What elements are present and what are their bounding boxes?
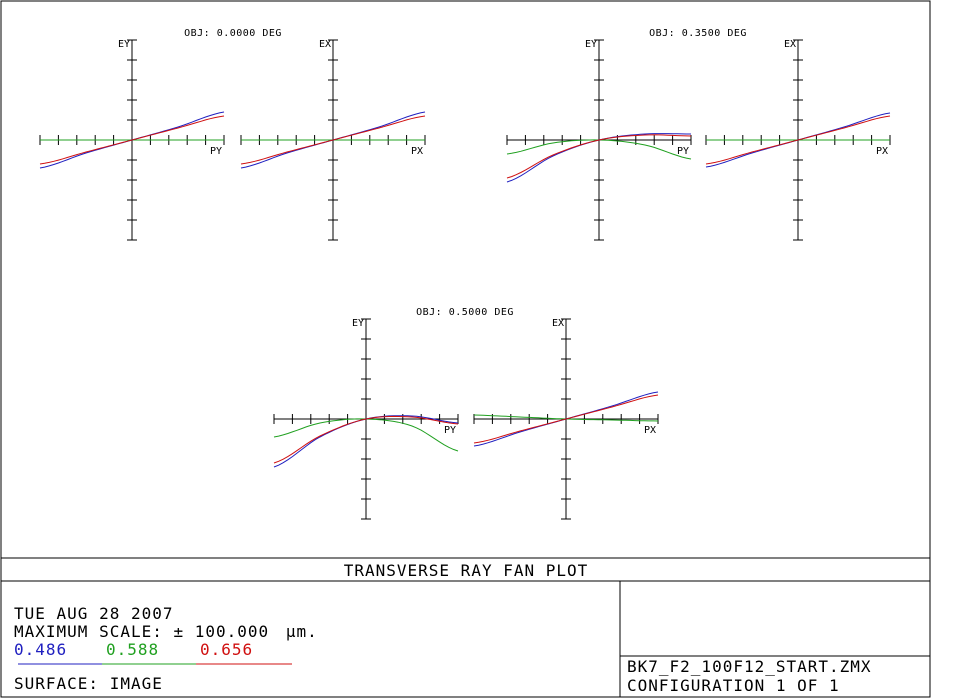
- plot-date: TUE AUG 28 2007: [14, 604, 174, 623]
- y-axis-label: EY: [118, 39, 130, 50]
- field-title: OBJ: 0.5000 DEG: [416, 307, 514, 318]
- y-axis-label: EX: [319, 39, 331, 50]
- fan-group-0: OBJ: 0.0000 DEG EY PY EX PX: [39, 28, 426, 241]
- configuration-label: CONFIGURATION 1 OF 1: [627, 676, 840, 695]
- x-axis-label: PY: [210, 146, 222, 157]
- ray-fan-curve-0656: [473, 394, 659, 444]
- fan-panel-ex: EX PX: [473, 318, 659, 520]
- y-axis-label: EX: [552, 318, 564, 329]
- y-axis-label: EY: [585, 39, 597, 50]
- plot-frame: [0, 0, 931, 698]
- field-title: OBJ: 0.3500 DEG: [649, 28, 747, 39]
- y-axis-label: EY: [352, 318, 364, 329]
- fan-group-2: OBJ: 0.5000 DEG EY PY EX PX: [273, 307, 659, 520]
- x-axis-label: PY: [444, 425, 456, 436]
- ray-fan-curve-0656: [705, 115, 891, 165]
- fan-panel-ey: EY PY: [39, 39, 225, 241]
- surface-label: SURFACE: IMAGE: [14, 674, 163, 693]
- fan-panel-ey: EY PY: [506, 39, 692, 241]
- ray-fan-curve-0656: [506, 134, 692, 179]
- scale-label: MAXIMUM SCALE: ± 100.000 µm.: [14, 622, 318, 641]
- fan-panel-ex: EX PX: [705, 39, 891, 241]
- ray-fan-curve-0656: [240, 115, 426, 165]
- wavelength-label-0: 0.486: [14, 640, 67, 659]
- scale-unit: µm.: [286, 622, 318, 641]
- fan-panel-ex: EX PX: [240, 39, 426, 241]
- field-title: OBJ: 0.0000 DEG: [184, 28, 282, 39]
- file-name: BK7_F2_100F12_START.ZMX: [627, 657, 872, 676]
- x-axis-label: PX: [411, 146, 423, 157]
- fan-panel-ey: EY PY: [273, 318, 459, 520]
- y-axis-label: EX: [784, 39, 796, 50]
- scale-value: MAXIMUM SCALE: ± 100.000: [14, 622, 269, 641]
- wavelength-label-2: 0.656: [200, 640, 253, 659]
- ray-fan-curve-0656: [273, 415, 459, 464]
- wavelength-legend: 0.486 0.588 0.656: [14, 640, 292, 665]
- x-axis-label: PY: [677, 146, 689, 157]
- fan-group-1: OBJ: 0.3500 DEG EY PY EX PX: [506, 28, 891, 241]
- x-axis-label: PX: [644, 425, 656, 436]
- x-axis-label: PX: [876, 146, 888, 157]
- wavelength-label-1: 0.588: [106, 640, 159, 659]
- ray-fan-curve-0656: [39, 115, 225, 165]
- plot-title: TRANSVERSE RAY FAN PLOT: [344, 561, 589, 580]
